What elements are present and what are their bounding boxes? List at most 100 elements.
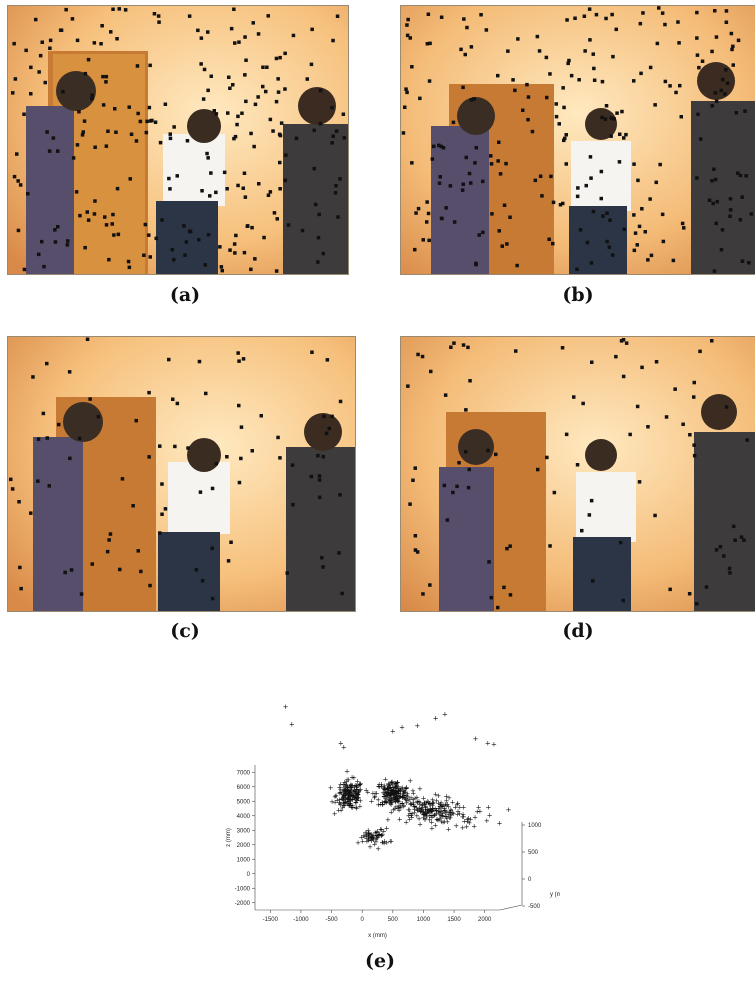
feature-point: [408, 502, 412, 506]
data-point: +: [385, 816, 391, 824]
data-point: +: [429, 802, 435, 810]
data-point: +: [429, 807, 435, 815]
data-point: +: [357, 780, 363, 788]
data-point: +: [426, 812, 432, 820]
data-point: +: [354, 794, 360, 802]
data-point: +: [345, 784, 351, 792]
feature-point: [175, 401, 180, 406]
data-point: +: [356, 788, 362, 796]
feature-point: [75, 143, 80, 147]
data-point: +: [444, 814, 450, 822]
feature-point: [695, 10, 699, 15]
feature-point: [464, 450, 468, 454]
data-point: +: [390, 806, 396, 814]
feature-point: [200, 189, 204, 193]
data-point: +: [423, 799, 429, 807]
data-point: +: [409, 800, 415, 808]
data-point: +: [388, 798, 394, 806]
feature-point: [71, 156, 76, 160]
data-point: +: [357, 803, 363, 811]
data-point: +: [385, 792, 391, 800]
data-point: +: [383, 786, 389, 794]
feature-point: [233, 41, 237, 45]
x-tick-label: -1000: [293, 917, 309, 923]
data-point: +: [454, 801, 460, 809]
feature-point: [148, 63, 152, 68]
data-point: +: [372, 792, 378, 800]
data-point: +: [379, 826, 385, 834]
feature-point: [92, 41, 97, 45]
feature-point: [271, 129, 275, 133]
feature-point: [572, 395, 576, 399]
data-point: +: [422, 814, 428, 822]
feature-point: [736, 171, 740, 175]
feature-point: [26, 192, 30, 196]
feature-point: [226, 111, 230, 115]
data-point: +: [440, 819, 446, 827]
data-point: +: [345, 795, 351, 803]
feature-point: [403, 105, 407, 109]
data-point: +: [392, 780, 398, 788]
feature-point: [136, 111, 140, 116]
data-point: +: [403, 818, 409, 826]
feature-point: [516, 37, 520, 41]
feature-point: [724, 20, 729, 24]
data-point: +: [385, 795, 391, 803]
feature-point: [724, 405, 729, 409]
data-point: +: [341, 797, 347, 805]
data-point: +: [393, 787, 399, 795]
feature-point: [173, 444, 177, 449]
data-point: +: [348, 802, 354, 810]
feature-point: [404, 87, 408, 91]
feature-point: [416, 352, 420, 357]
data-point: +: [394, 794, 400, 802]
data-point: +: [385, 785, 391, 793]
data-point: +: [473, 735, 479, 743]
feature-point: [200, 579, 205, 583]
feature-point: [464, 408, 468, 412]
data-point: +: [342, 786, 348, 794]
feature-point: [127, 265, 132, 270]
feature-point: [126, 259, 131, 264]
feature-point: [544, 55, 549, 60]
data-point: +: [332, 793, 338, 801]
feature-point: [731, 44, 735, 49]
feature-point: [201, 97, 206, 101]
data-point: +: [386, 788, 392, 796]
feature-point: [65, 243, 70, 247]
data-point: +: [384, 789, 390, 797]
data-point: +: [423, 812, 429, 820]
data-point: +: [432, 811, 438, 819]
data-point: +: [388, 787, 394, 795]
feature-point: [413, 247, 417, 252]
feature-point: [114, 130, 118, 134]
data-point: +: [384, 825, 390, 833]
data-point: +: [347, 793, 353, 801]
data-point: +: [346, 791, 352, 799]
feature-point: [291, 33, 296, 38]
feature-point: [486, 448, 490, 453]
feature-point: [69, 568, 74, 572]
feature-point: [135, 64, 140, 68]
feature-point: [614, 27, 618, 32]
feature-points-c: [9, 337, 344, 601]
data-point: +: [367, 830, 373, 838]
data-point: +: [346, 798, 352, 806]
feature-point: [272, 211, 277, 215]
feature-point: [747, 261, 751, 265]
data-point: +: [346, 801, 352, 809]
feature-point: [487, 560, 491, 564]
data-point: +: [355, 782, 361, 790]
data-point: +: [348, 784, 354, 792]
data-point: +: [345, 794, 351, 802]
data-point: +: [332, 810, 338, 818]
data-point: +: [340, 804, 346, 812]
feature-point: [600, 115, 604, 120]
feature-point: [621, 374, 626, 379]
feature-point: [278, 160, 282, 165]
photo-panel-a: [7, 5, 349, 275]
feature-point: [317, 495, 322, 500]
feature-point: [148, 255, 152, 259]
feature-point: [212, 109, 216, 113]
data-point: +: [401, 789, 407, 797]
